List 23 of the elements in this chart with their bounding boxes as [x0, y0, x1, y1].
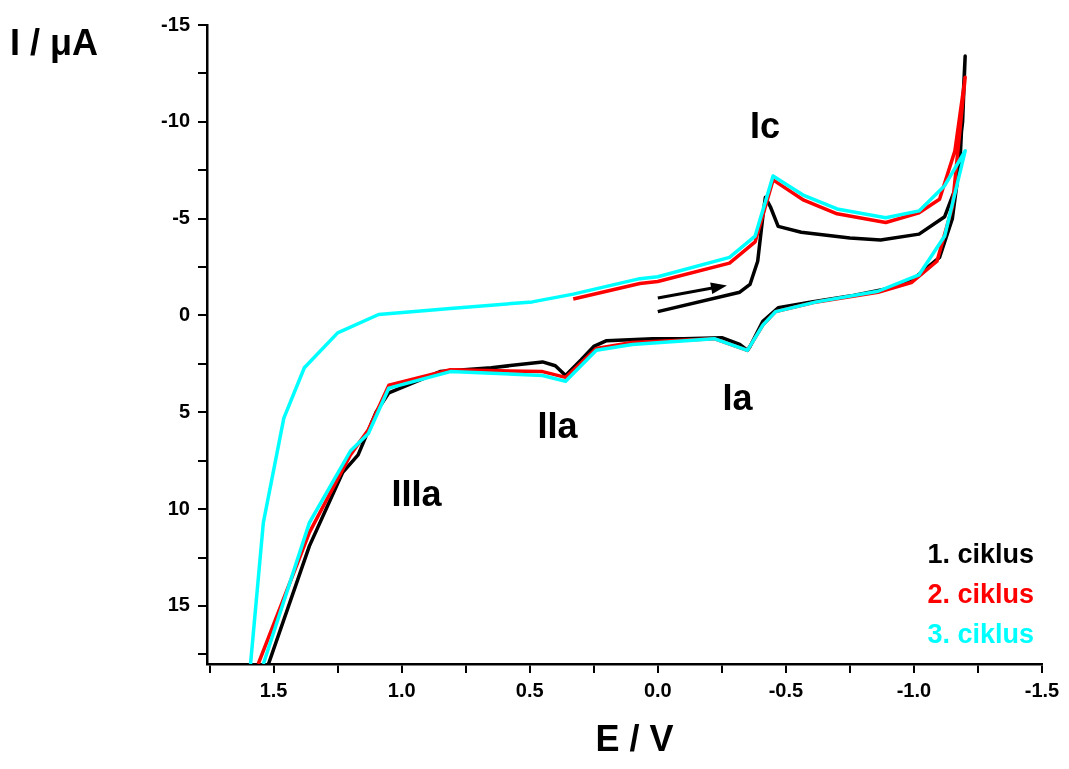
text: 2. ciklus — [927, 578, 1034, 611]
y-tick-label: -5 — [172, 206, 190, 229]
x-tick-label: 0.0 — [643, 678, 672, 701]
x-tick-label: 1.5 — [259, 678, 288, 701]
x-tick-label: -0.5 — [768, 678, 804, 701]
x-tick-label: -1.5 — [1024, 678, 1060, 701]
x-tick-label: -1.0 — [896, 678, 932, 701]
annotation: Ia — [722, 377, 754, 419]
annotation: Ic — [750, 104, 781, 146]
y-tick-label: 10 — [167, 496, 190, 519]
annotation: IIIa — [391, 472, 443, 514]
y-tick-label: 15 — [167, 593, 190, 616]
y-tick-label: 5 — [178, 399, 190, 422]
y-tick-label: -10 — [161, 109, 190, 132]
x-tick-label: 0.5 — [515, 678, 544, 701]
annotation: IIa — [537, 405, 579, 447]
y-tick-label: 0 — [178, 302, 190, 325]
y-axis-title: I / μA — [10, 22, 99, 64]
y-tick-label: -15 — [161, 12, 190, 35]
text: 1. ciklus — [927, 538, 1034, 571]
x-axis-title: E / V — [594, 718, 675, 760]
x-tick-label: 1.0 — [387, 678, 416, 701]
text: 3. ciklus — [927, 618, 1034, 651]
